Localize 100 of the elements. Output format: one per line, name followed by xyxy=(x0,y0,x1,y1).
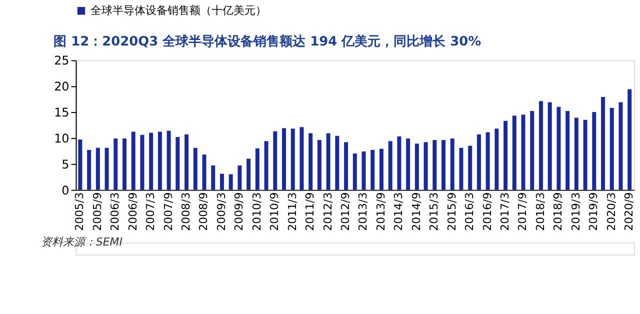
x-tick-label: 2005/3 xyxy=(73,192,86,231)
bar xyxy=(476,134,481,190)
x-tick-label: 2009/9 xyxy=(232,192,246,231)
x-tick-label: 2009/3 xyxy=(214,192,228,231)
y-tick-label: 15 xyxy=(54,106,70,120)
bar xyxy=(238,165,242,190)
bar xyxy=(87,150,92,190)
x-tick-label: 2012/3 xyxy=(321,192,334,231)
bar xyxy=(290,128,295,190)
bar xyxy=(317,140,322,190)
bar xyxy=(494,128,499,190)
x-tick-label: 2019/3 xyxy=(569,192,582,231)
bar xyxy=(176,136,180,190)
x-tick-label: 2013/9 xyxy=(374,192,388,231)
x-tick-label: 2005/9 xyxy=(90,192,104,231)
bar xyxy=(432,140,437,190)
bar xyxy=(397,136,402,190)
bar xyxy=(618,102,623,190)
text: 资料来源：SEMI xyxy=(40,236,122,249)
bar xyxy=(114,138,118,190)
x-tick-label: 2013/3 xyxy=(356,192,370,231)
bar xyxy=(131,132,136,190)
bar xyxy=(193,148,198,190)
bar xyxy=(556,106,561,190)
bar xyxy=(255,148,260,190)
bar xyxy=(459,148,464,190)
x-tick-label: 2012/9 xyxy=(339,192,352,231)
x-tick-label: 2015/9 xyxy=(445,192,458,231)
x-tick-label: 2011/3 xyxy=(286,192,299,231)
bar xyxy=(122,138,126,190)
bar xyxy=(370,150,375,190)
y-tick-label: 0 xyxy=(62,183,70,198)
bar xyxy=(583,120,588,190)
bar xyxy=(246,158,251,190)
y-tick-label: 5 xyxy=(62,157,70,172)
x-tick-label: 2007/9 xyxy=(162,192,175,231)
chart-title: 图 12：2020Q3 全球半导体设备销售额达 194 亿美元，同比增长 30% xyxy=(54,33,482,50)
x-tick-label: 2016/3 xyxy=(463,192,476,231)
bar xyxy=(388,141,392,190)
bar xyxy=(78,140,82,190)
x-tick-label: 2017/3 xyxy=(498,192,512,231)
bar xyxy=(414,144,419,190)
bar xyxy=(504,120,508,190)
x-tick-label: 2008/3 xyxy=(180,192,193,231)
bar xyxy=(300,127,304,190)
bar xyxy=(574,118,578,190)
x-tick-label: 2015/3 xyxy=(428,192,441,231)
bar xyxy=(601,97,605,190)
bar xyxy=(220,174,224,190)
bar xyxy=(264,141,268,190)
x-tick-label: 2007/3 xyxy=(144,192,158,231)
x-tick-label: 2017/9 xyxy=(516,192,530,231)
x-tick-label: 2014/3 xyxy=(392,192,406,231)
bar xyxy=(548,102,552,190)
bar xyxy=(184,134,189,190)
x-tick-label: 2016/9 xyxy=(480,192,494,231)
bar xyxy=(592,112,596,190)
x-tick-label: 2018/3 xyxy=(534,192,547,231)
x-tick-label: 2011/9 xyxy=(304,192,317,231)
bar xyxy=(228,174,233,190)
bar xyxy=(424,142,428,190)
bar xyxy=(442,140,446,190)
bar xyxy=(530,111,534,190)
bar xyxy=(335,136,340,190)
bar xyxy=(512,116,516,190)
bar xyxy=(406,138,410,190)
bar xyxy=(379,148,384,190)
bar xyxy=(308,133,313,190)
x-tick-label: 2008/9 xyxy=(197,192,210,231)
bar xyxy=(140,134,144,190)
x-tick-label: 2019/9 xyxy=(587,192,600,231)
bar xyxy=(610,108,614,190)
y-tick-label: 25 xyxy=(54,54,70,68)
bar xyxy=(468,146,472,190)
bar xyxy=(104,148,109,190)
bar xyxy=(344,142,348,190)
bar xyxy=(326,133,330,190)
x-tick-label: 2010/3 xyxy=(250,192,264,231)
bar xyxy=(96,148,100,190)
x-tick-label: 2018/9 xyxy=(552,192,565,231)
bar xyxy=(486,132,490,190)
y-tick-label: 20 xyxy=(54,80,70,94)
bar xyxy=(282,128,286,190)
bar xyxy=(158,132,162,190)
x-tick-label: 2020/9 xyxy=(622,192,636,231)
bar xyxy=(211,165,216,190)
x-tick-label: 2010/9 xyxy=(268,192,282,231)
y-tick-label: 10 xyxy=(54,131,70,146)
x-tick-label: 2020/3 xyxy=(604,192,618,231)
x-tick-label: 2006/3 xyxy=(108,192,122,231)
bar xyxy=(566,111,570,190)
bar xyxy=(273,131,278,190)
bar xyxy=(166,130,171,190)
bar xyxy=(538,101,543,190)
legend-label: 全球半导体设备销售额（十亿美元） xyxy=(90,4,267,17)
x-tick-label: 2014/9 xyxy=(410,192,423,231)
bar xyxy=(352,154,357,190)
bar xyxy=(628,89,632,190)
bar xyxy=(149,132,154,190)
x-tick-label: 2006/9 xyxy=(126,192,140,231)
